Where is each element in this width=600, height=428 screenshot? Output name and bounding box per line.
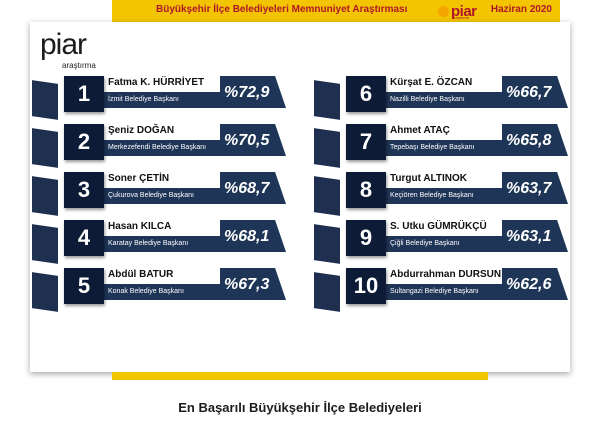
mayor-name: S. Utku GÜMRÜKÇÜ	[390, 221, 487, 232]
piar-logo: piar araştırma	[40, 28, 96, 70]
mayor-role: Keçiören Belediye Başkanı	[390, 192, 474, 199]
mayor-name: Fatma K. HÜRRİYET	[108, 77, 205, 88]
card-name-strip	[386, 220, 502, 236]
mayor-name: Abdurrahman DURSUN	[390, 269, 502, 280]
card-shadow	[314, 128, 340, 168]
mayor-role: Merkezefendi Belediye Başkanı	[108, 144, 207, 151]
approval-percent: %72,9	[224, 84, 270, 101]
mayor-name: Şeniz DOĞAN	[108, 125, 175, 136]
logo-dot-icon	[438, 5, 449, 17]
card-shadow	[314, 80, 340, 120]
mayor-role: Nazilli Belediye Başkanı	[390, 96, 465, 103]
header-title: Büyükşehir İlçe Belediyeleri Memnuniyet …	[156, 4, 408, 15]
card-name-strip	[104, 124, 220, 140]
approval-percent: %62,6	[506, 276, 552, 293]
rank-number: 2	[64, 124, 104, 160]
approval-percent: %63,7	[506, 180, 552, 197]
card-name-strip	[104, 76, 220, 92]
card-name-strip	[386, 268, 502, 284]
card-shadow	[32, 176, 58, 216]
approval-percent: %63,1	[506, 228, 552, 245]
card-name-strip	[104, 220, 220, 236]
mayor-name: Ahmet ATAÇ	[390, 125, 450, 136]
rank-number: 3	[64, 172, 104, 208]
page-caption: En Başarılı Büyükşehir İlçe Belediyeleri	[178, 400, 422, 415]
ranking-card: 8 Turgut ALTINOK Keçiören Belediye Başkanı…	[314, 170, 568, 216]
mayor-role: Konak Belediye Başkanı	[108, 288, 184, 295]
mayor-role: Çukurova Belediye Başkanı	[108, 192, 194, 199]
header-logo-text: piar	[451, 2, 477, 20]
approval-percent: %66,7	[506, 84, 552, 101]
ranking-card: 4 Hasan KILCA Karatay Belediye Başkanı %68,…	[32, 218, 286, 264]
card-name-strip	[386, 76, 502, 92]
mayor-role: Çiğli Belediye Başkanı	[390, 240, 460, 247]
header-bar: Büyükşehir İlçe Belediyeleri Memnuniyet …	[112, 0, 560, 22]
card-shadow	[32, 272, 58, 312]
rank-number: 7	[346, 124, 386, 160]
rank-number: 8	[346, 172, 386, 208]
logo-main-text: piar	[40, 28, 87, 61]
card-name-strip	[386, 172, 502, 188]
header-logo-sub: araştırma	[452, 15, 469, 20]
approval-percent: %70,5	[224, 132, 270, 149]
ranking-card: 2 Şeniz DOĞAN Merkezefendi Belediye Başkan…	[32, 122, 286, 168]
card-shadow	[314, 224, 340, 264]
rank-number: 9	[346, 220, 386, 256]
card-shadow	[314, 176, 340, 216]
ranking-card: 9 S. Utku GÜMRÜKÇÜ Çiğli Belediye Başkanı%…	[314, 218, 568, 264]
mayor-role: Sultangazi Belediye Başkanı	[390, 288, 479, 295]
approval-percent: %68,7	[224, 180, 270, 197]
logo-sub-text: araştırma	[62, 61, 96, 70]
bottom-accent-bar	[112, 372, 488, 380]
approval-percent: %68,1	[224, 228, 270, 245]
approval-percent: %65,8	[506, 132, 552, 149]
ranking-card: 10 Abdurrahman DURSUN Sultangazi Belediye …	[314, 266, 568, 312]
mayor-name: Hasan KILCA	[108, 221, 172, 232]
rank-number: 6	[346, 76, 386, 112]
approval-percent: %67,3	[224, 276, 270, 293]
ranking-card: 1 Fatma K. HÜRRİYET İzmit Belediye Başkanı…	[32, 74, 286, 120]
rank-number: 10	[346, 268, 386, 304]
card-name-strip	[104, 172, 220, 188]
ranking-card: 5 Abdül BATUR Konak Belediye Başkanı %67,3	[32, 266, 286, 312]
card-name-strip	[104, 268, 220, 284]
mayor-name: Abdül BATUR	[108, 269, 174, 280]
mayor-role: İzmit Belediye Başkanı	[108, 96, 179, 103]
card-shadow	[32, 80, 58, 120]
mayor-role: Karatay Belediye Başkanı	[108, 240, 189, 247]
header-logo: piar araştırma	[438, 2, 477, 20]
mayor-role: Tepebaşı Belediye Başkanı	[390, 144, 475, 151]
rank-number: 1	[64, 76, 104, 112]
card-shadow	[314, 272, 340, 312]
ranking-card: 3 Soner ÇETİN Çukurova Belediye Başkanı %68…	[32, 170, 286, 216]
header-date: Haziran 2020	[490, 4, 552, 15]
card-shadow	[32, 128, 58, 168]
ranking-card: 6 Kürşat E. ÖZCAN Nazilli Belediye Başkanı…	[314, 74, 568, 120]
mayor-name: Kürşat E. ÖZCAN	[390, 77, 473, 88]
rank-number: 4	[64, 220, 104, 256]
ranking-card: 7 Ahmet ATAÇ Tepebaşı Belediye Başkanı %65,…	[314, 122, 568, 168]
mayor-name: Soner ÇETİN	[108, 173, 170, 184]
card-shadow	[32, 224, 58, 264]
card-name-strip	[386, 124, 502, 140]
mayor-name: Turgut ALTINOK	[390, 173, 468, 184]
rank-number: 5	[64, 268, 104, 304]
